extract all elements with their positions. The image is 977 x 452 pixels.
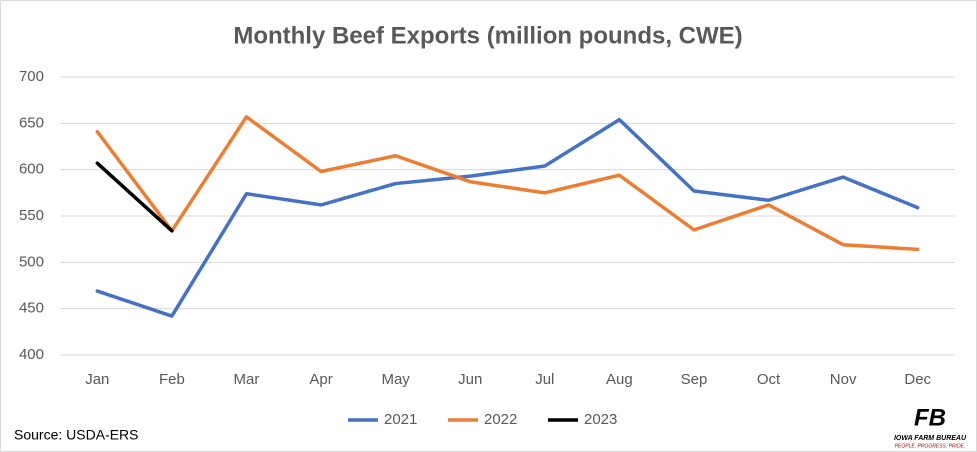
x-tick-label: Jan [85, 371, 109, 388]
x-tick-label: Mar [234, 371, 260, 388]
x-tick-label: Sep [681, 371, 708, 388]
x-tick-label: Nov [830, 371, 857, 388]
y-tick-label: 450 [19, 300, 44, 317]
x-tick-label: Jun [458, 371, 482, 388]
x-tick-label: Jul [535, 371, 554, 388]
y-tick-label: 550 [19, 207, 44, 224]
y-tick-label: 700 [19, 68, 44, 85]
series-line [95, 117, 920, 318]
x-tick-label: Feb [159, 371, 185, 388]
series-line [95, 115, 920, 252]
y-tick-label: 500 [19, 253, 44, 270]
logo-name: IOWA FARM BUREAU [894, 435, 967, 442]
y-tick-label: 650 [19, 114, 44, 131]
logo-tagline: PEOPLE. PROGRESS. PRIDE. [895, 443, 966, 449]
legend-label: 2021 [384, 411, 417, 428]
x-tick-label: Dec [904, 371, 931, 388]
x-tick-label: Oct [757, 371, 781, 388]
x-tick-label: May [381, 371, 410, 388]
legend-label: 2023 [584, 411, 617, 428]
series-line [95, 161, 174, 233]
chart-title: Monthly Beef Exports (million pounds, CW… [233, 22, 742, 49]
legend-label: 2022 [484, 411, 517, 428]
logo-mark: FB [914, 404, 946, 431]
y-tick-label: 400 [19, 346, 44, 363]
source: Source: USDA-ERS [14, 427, 138, 443]
x-tick-label: Apr [309, 371, 332, 388]
x-tick-label: Aug [606, 371, 633, 388]
y-tick-label: 600 [19, 161, 44, 178]
